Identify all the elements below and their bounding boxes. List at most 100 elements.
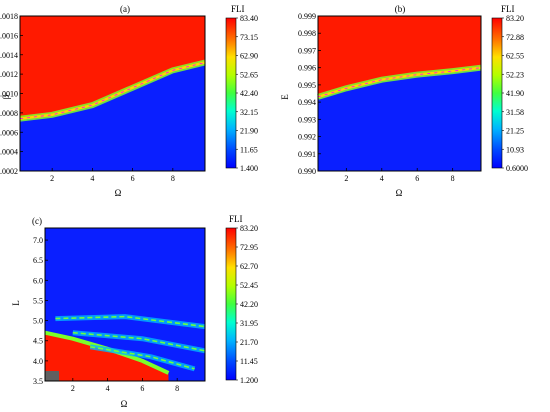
panel-b: (b) 0.9900.9910.9920.9930.9940.9950.9960…	[280, 4, 528, 198]
panel-c-cb-tick-label-4: 42.20	[240, 300, 258, 309]
panel-a-plot	[19, 16, 206, 171]
panel-c-cb-tick-label-6: 21.70	[240, 338, 258, 347]
panel-c-ytick-label-3: 5.0	[33, 317, 43, 326]
panel-b-xlabel: Ω	[396, 188, 403, 198]
panel-b-ytick-label-1: 0.991	[298, 150, 316, 159]
panel-c-ytick-label-4: 5.5	[33, 296, 43, 305]
panel-c-cb-tick-label-5: 31.95	[240, 319, 258, 328]
panel-c-ytick-label-6: 6.5	[33, 256, 43, 265]
panel-c-frame	[44, 227, 206, 382]
panel-b-cb-tick-label-2: 62.55	[506, 52, 524, 61]
panel-c-ytick-label-5: 6.0	[33, 276, 43, 285]
panel-c-stripe-core-2	[90, 346, 195, 370]
panel-c-xtick-label-0: 2	[71, 384, 75, 393]
panel-a-title: (a)	[120, 4, 130, 14]
panel-a-ytick-label-5: 0.0012	[0, 70, 18, 79]
panel-c-xtick-label-1: 4	[106, 384, 110, 393]
panel-b-ytick-label-5: 0.995	[298, 81, 316, 90]
panel-b-transition-edge	[317, 67, 482, 98]
panel-b-cb-tick-label-4: 41.90	[506, 89, 524, 98]
panel-c-colorbar	[225, 227, 237, 381]
panel-b-xtick-label-3: 8	[451, 174, 455, 183]
panel-a-ytick-label-8: 0.0018	[0, 12, 18, 21]
panel-b-title: (b)	[395, 4, 406, 14]
panel-b-cb-tick-label-3: 52.23	[506, 70, 524, 79]
panel-a-cb-tick-label-1: 73.15	[240, 33, 258, 42]
panel-b-ylabel: E	[280, 94, 290, 100]
panel-b-cb-tick-label-6: 21.25	[506, 127, 524, 136]
panel-b-yticks: 0.990 0.991 0.992 0.993 0.994 0.995 0.996 0.997…	[298, 12, 321, 176]
panel-c-ytick-label-1: 4.0	[33, 357, 43, 366]
panel-c-corner-patch	[45, 371, 59, 381]
panel-b-colorbar	[491, 17, 503, 169]
panel-b-xtick-label-0: 2	[344, 174, 348, 183]
panel-b-cb-tick-label-7: 10.93	[506, 145, 524, 154]
panel-c-colorbar-ticks: 83.20 72.95 62.70 52.45 42.20 31.95 21.70 11.45…	[236, 224, 258, 385]
panel-a-colorbar-title: FLI	[231, 4, 245, 14]
panel-a-xlabel: Ω	[115, 188, 122, 198]
panel-a-xtick-label-0: 2	[50, 174, 54, 183]
panel-a-cb-tick-label-7: 11.65	[240, 145, 258, 154]
panel-c-ytick-label-7: 7.0	[33, 236, 43, 245]
panel-b-chaotic-region	[318, 16, 481, 97]
panel-a-cb-tick-label-5: 32.15	[240, 108, 258, 117]
panel-a-cb-tick-label-2: 62.90	[240, 52, 258, 61]
panel-a-ytick-label-7: 0.0016	[0, 31, 18, 40]
panel-c-cb-tick-label-8: 1.200	[240, 376, 258, 385]
panel-a-yticks: 0.0002 0.0004 0.0006 0.0008 0.0010 0.0012 0.00…	[0, 12, 23, 176]
panel-c-cb-tick-label-0: 83.20	[240, 224, 258, 233]
panel-a-ytick-label-4: 0.0010	[0, 90, 18, 99]
panel-a-ytick-label-6: 0.0014	[0, 51, 18, 60]
panel-a-chaotic-region	[20, 16, 205, 119]
panel-b-colorbar-ticks: 83.20 72.88 62.55 52.23 41.90 31.58 21.25 10.93…	[502, 14, 528, 173]
panel-a-cb-tick-label-4: 42.40	[240, 89, 258, 98]
panel-b-ytick-label-4: 0.994	[298, 98, 316, 107]
panel-c-ytick-label-0: 3.5	[33, 377, 43, 386]
panel-a-colorbar	[225, 17, 237, 169]
panel-a-xticks: 2 4 6 8	[50, 168, 175, 183]
panel-a-ytick-label-0: 0.0002	[0, 167, 18, 176]
panel-a-xtick-label-2: 6	[131, 174, 135, 183]
panel-c: (c) 3.5 4.0 4.5 5.0 5.5 6.0 6.5 7.0 2 4 6 8 Ω L FL…	[11, 214, 258, 409]
panel-a-cb-tick-label-6: 21.90	[240, 127, 258, 136]
panel-c-xticks: 2 4 6 8	[71, 378, 179, 393]
panel-b-cb-tick-label-1: 72.88	[506, 33, 524, 42]
panel-b-xtick-label-1: 4	[380, 174, 384, 183]
panel-b-plot	[317, 16, 482, 171]
panel-c-xlabel: Ω	[121, 399, 128, 409]
panel-a-transition-line	[19, 61, 206, 120]
panel-b-frame	[317, 15, 482, 172]
panel-c-plot	[44, 228, 206, 381]
panel-a-xtick-label-3: 8	[171, 174, 175, 183]
panel-b-cb-tick-label-5: 31.58	[506, 108, 524, 117]
panel-b-xticks: 2 4 6 8	[344, 168, 455, 183]
panel-a-colorbar-ticks: 83.40 73.15 62.90 52.65 42.40 32.15 21.90 11.65…	[236, 14, 258, 173]
panel-c-colorbar-title: FLI	[229, 214, 243, 224]
panel-b-xtick-label-2: 6	[415, 174, 419, 183]
panel-b-ytick-label-8: 0.998	[298, 29, 316, 38]
panel-a: (a) 0.0002 0.0004 0.0006 0.0008 0.0010 0.0012…	[0, 4, 258, 198]
panel-b-ytick-label-9: 0.999	[298, 12, 316, 21]
panel-a-ytick-label-2: 0.0006	[0, 128, 18, 137]
panel-b-ytick-label-6: 0.996	[298, 64, 316, 73]
panel-a-cb-tick-label-0: 83.40	[240, 14, 258, 23]
panel-c-xtick-label-3: 8	[175, 384, 179, 393]
panel-b-ytick-label-0: 0.990	[298, 167, 316, 176]
panel-b-ytick-label-3: 0.993	[298, 115, 316, 124]
panel-c-stripe-core-0	[55, 315, 206, 328]
panel-c-cb-tick-label-2: 62.70	[240, 262, 258, 271]
panel-c-ylabel: L	[11, 300, 21, 306]
panel-c-cb-tick-label-3: 52.45	[240, 281, 258, 290]
panel-c-yticks: 3.5 4.0 4.5 5.0 5.5 6.0 6.5 7.0	[33, 236, 48, 386]
panel-b-colorbar-title: FLI	[501, 4, 515, 14]
panel-b-cb-tick-label-0: 83.20	[506, 14, 524, 23]
panel-a-ytick-label-3: 0.0008	[0, 109, 18, 118]
panel-a-ytick-label-1: 0.0004	[0, 148, 18, 157]
panel-c-cb-tick-label-7: 11.45	[240, 357, 258, 366]
panel-c-title: (c)	[32, 216, 42, 226]
panel-a-cb-tick-label-3: 52.65	[240, 70, 258, 79]
panel-c-stripe-core-1	[72, 331, 206, 352]
panel-c-xtick-label-2: 6	[140, 384, 144, 393]
panel-c-cb-tick-label-1: 72.95	[240, 243, 258, 252]
